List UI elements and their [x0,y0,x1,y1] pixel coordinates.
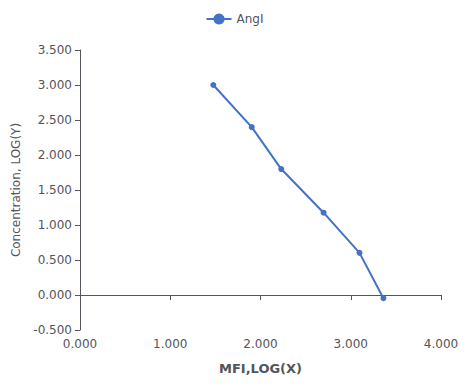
svg-text:MFI,LOG(X): MFI,LOG(X) [219,361,302,376]
svg-text:-0.500: -0.500 [33,323,72,337]
svg-text:1.000: 1.000 [153,337,187,351]
svg-text:4.000: 4.000 [424,337,458,351]
svg-text:2.000: 2.000 [38,148,72,162]
svg-text:2.500: 2.500 [38,113,72,127]
svg-text:0.000: 0.000 [38,288,72,302]
svg-text:Concentration, LOG(Y): Concentration, LOG(Y) [9,123,23,257]
svg-text:1.500: 1.500 [38,183,72,197]
svg-text:3.000: 3.000 [38,78,72,92]
svg-text:3.500: 3.500 [38,43,72,57]
svg-text:2.000: 2.000 [243,337,277,351]
svg-text:0.000: 0.000 [63,337,97,351]
svg-text:3.000: 3.000 [334,337,368,351]
svg-text:1.000: 1.000 [38,218,72,232]
svg-text:AngI: AngI [237,12,264,26]
svg-text:0.500: 0.500 [38,253,72,267]
